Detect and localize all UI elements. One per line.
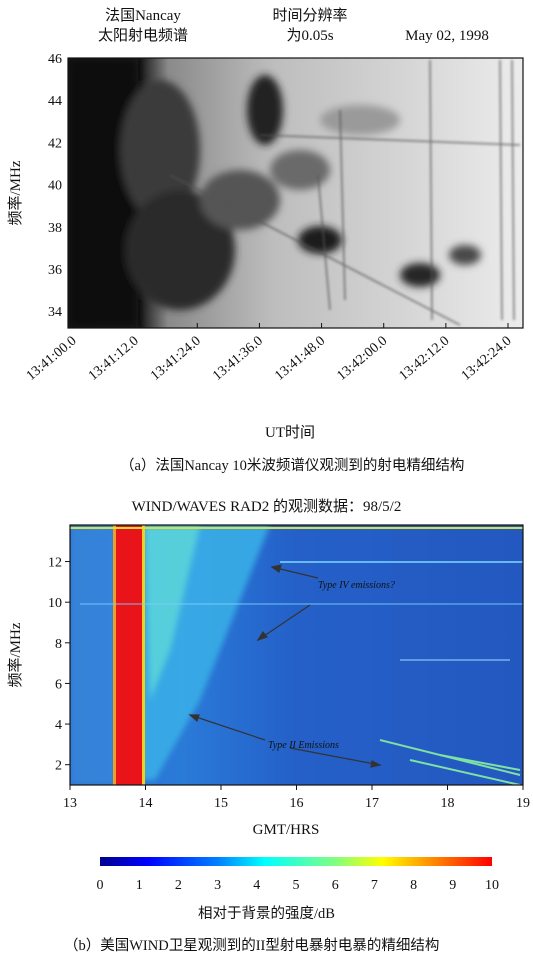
x-axis-title-a: UT时间 xyxy=(265,425,315,441)
y-tick-label-a: 44 xyxy=(48,94,62,109)
colorbar-tick-label: 5 xyxy=(293,878,300,893)
header-mid-line2: 为0.05s xyxy=(286,28,334,44)
plot-frame-a xyxy=(67,57,524,329)
colorbar-tick-label: 2 xyxy=(175,878,182,893)
caption-b: （b）美国WIND卫星观测到的II型射电暴射电暴的精细结构 xyxy=(64,938,440,954)
spectrogram-b xyxy=(70,525,523,785)
x-ticks-b: 13 14 15 16 17 18 19 xyxy=(63,785,530,811)
colorbar-tick-label: 4 xyxy=(253,878,260,893)
colorbar-tick-label: 7 xyxy=(371,878,378,893)
colorbar xyxy=(100,857,492,866)
colorbar-tick-label: 9 xyxy=(449,878,456,893)
y-tick-label-b: 8 xyxy=(55,637,62,652)
x-tick-label-b: 15 xyxy=(214,796,228,811)
y-tick-label-b: 10 xyxy=(48,596,62,611)
x-tick-label-b: 18 xyxy=(441,796,455,811)
chart-b-title: WIND/WAVES RAD2 的观测数据：98/5/2 xyxy=(131,499,402,515)
spectrogram-a xyxy=(68,58,523,328)
x-tick-label-b: 16 xyxy=(290,796,304,811)
colorbar-tick-label: 8 xyxy=(410,878,417,893)
colorbar-label: 相对于背景的强度/dB xyxy=(198,906,335,922)
colorbar-ticks: 0 1 2 3 4 5 6 7 8 9 10 xyxy=(97,878,500,893)
annotation-type-iv: Type IV emissions? xyxy=(318,580,395,591)
colorbar-tick-label: 3 xyxy=(214,878,221,893)
colorbar-tick-label: 0 xyxy=(97,878,104,893)
x-tick-label-b: 19 xyxy=(516,796,530,811)
y-tick-label-b: 6 xyxy=(55,677,62,692)
y-tick-label-a: 36 xyxy=(48,263,62,278)
y-tick-label-b: 4 xyxy=(55,718,62,733)
y-ticks-a: 34 36 38 40 42 44 46 xyxy=(48,52,73,320)
header-date: May 02, 1998 xyxy=(405,28,489,44)
y-tick-label-a: 34 xyxy=(48,305,62,320)
y-tick-label-a: 40 xyxy=(48,179,62,194)
header-left-line1: 法国Nancay xyxy=(105,8,181,24)
y-tick-label-b: 2 xyxy=(55,759,62,774)
y-ticks-b: 2 4 6 8 10 12 xyxy=(48,556,70,774)
x-tick-label-b: 17 xyxy=(365,796,379,811)
colorbar-tick-label: 10 xyxy=(485,878,499,893)
colorbar-tick-label: 6 xyxy=(332,878,339,893)
type-iii-burst-band xyxy=(116,525,142,785)
header-mid-line1: 时间分辨率 xyxy=(272,8,348,24)
y-axis-title-a: 频率/MHz xyxy=(7,160,24,225)
caption-a: （a）法国Nancay 10米波频谱仪观测到的射电精细结构 xyxy=(120,458,465,474)
annotation-type-ii: Type II Emissions xyxy=(268,740,339,751)
y-axis-title-b: 频率/MHz xyxy=(7,622,24,687)
header-left-line2: 太阳射电频谱 xyxy=(97,28,188,44)
y-tick-label-a: 42 xyxy=(48,136,62,151)
y-tick-label-b: 12 xyxy=(48,556,62,571)
x-tick-label-b: 13 xyxy=(63,796,77,811)
x-axis-title-b: GMT/HRS xyxy=(252,822,320,838)
y-tick-label-a: 38 xyxy=(48,221,62,236)
y-tick-label-a: 46 xyxy=(48,52,62,67)
x-tick-label-b: 14 xyxy=(139,796,153,811)
colorbar-tick-label: 1 xyxy=(136,878,143,893)
